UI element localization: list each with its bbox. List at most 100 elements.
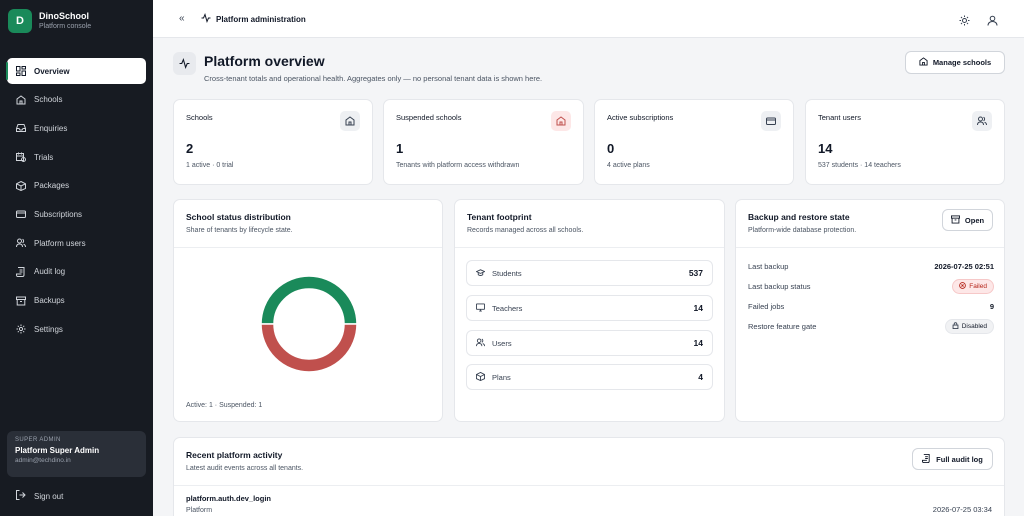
last-backup-value: 2026-07-25 02:51 — [934, 261, 994, 271]
sidebar-item-label: Schools — [34, 95, 63, 105]
footprint-row-teachers: Teachers 14 — [466, 295, 713, 321]
sidebar-item-label: Enquiries — [34, 123, 68, 133]
panel-title: Backup and restore state — [748, 212, 850, 222]
backup-restore-panel: Backup and restore state Platform-wide d… — [735, 199, 1005, 422]
archive-icon — [950, 214, 960, 226]
manage-schools-button[interactable]: Manage schools — [905, 51, 1005, 74]
open-label: Open — [964, 215, 985, 225]
activity-event-name[interactable]: platform.auth.dev_login — [186, 494, 272, 503]
scroll-icon — [16, 266, 26, 277]
school-warning-icon — [551, 111, 571, 131]
panel-subtitle: Latest audit events across all tenants. — [186, 465, 304, 472]
calendar-clock-icon — [16, 152, 26, 163]
sidebar-item-packages[interactable]: Packages — [7, 173, 146, 199]
footprint-row-users: Users 14 — [466, 330, 713, 356]
x-circle-icon — [959, 281, 967, 291]
footprint-label: Users — [492, 338, 512, 348]
sidebar-item-subscriptions[interactable]: Subscriptions — [7, 201, 146, 227]
gear-icon — [16, 324, 26, 334]
user-icon[interactable] — [987, 13, 998, 26]
stat-subtext: 4 active plans — [607, 162, 650, 169]
users-icon — [16, 238, 26, 248]
divider — [174, 485, 1004, 486]
users-icon — [972, 111, 992, 131]
breadcrumb-label: Platform administration — [216, 14, 306, 24]
panel-title: Recent platform activity — [186, 450, 283, 460]
stat-value: 1 — [396, 141, 404, 156]
sidebar-item-enquiries[interactable]: Enquiries — [7, 115, 146, 141]
sidebar-item-label: Overview — [34, 66, 70, 76]
footprint-label: Students — [492, 268, 522, 278]
stat-label: Tenant users — [818, 113, 861, 122]
footprint-row-plans: Plans 4 — [466, 364, 713, 390]
archive-icon — [16, 296, 26, 306]
lock-icon — [952, 321, 959, 331]
sidebar-item-schools[interactable]: Schools — [7, 87, 146, 113]
breadcrumb: Platform administration — [201, 13, 306, 25]
last-backup-status-row: Last backup status Failed — [748, 278, 994, 294]
sidebar-item-backups[interactable]: Backups — [7, 288, 146, 314]
sign-out-label: Sign out — [34, 491, 64, 501]
sidebar-item-label: Platform users — [34, 238, 86, 248]
stat-subtext: 537 students · 14 teachers — [818, 162, 901, 169]
stat-card-active-subscriptions: Active subscriptions 0 4 active plans — [594, 99, 794, 185]
panel-title: Tenant footprint — [467, 212, 532, 222]
theme-toggle-icon[interactable] — [959, 13, 970, 26]
open-backups-button[interactable]: Open — [942, 209, 993, 231]
sidebar-item-trials[interactable]: Trials — [7, 144, 146, 170]
restore-gate-row: Restore feature gate Disabled — [748, 318, 994, 334]
stat-label: Suspended schools — [396, 113, 462, 122]
sidebar-item-overview[interactable]: Overview — [6, 58, 146, 84]
admin-name: Platform Super Admin — [15, 446, 100, 455]
full-audit-log-button[interactable]: Full audit log — [912, 448, 993, 470]
distribution-legend: Active: 1 · Suspended: 1 — [186, 402, 263, 409]
sidebar-item-platform-users[interactable]: Platform users — [7, 230, 146, 256]
collapse-sidebar-button[interactable]: « — [179, 13, 185, 24]
stat-subtext: Tenants with platform access withdrawn — [396, 162, 520, 169]
failed-jobs-value: 9 — [989, 301, 994, 311]
full-audit-log-label: Full audit log — [936, 454, 983, 464]
sidebar-item-label: Audit log — [34, 267, 66, 277]
stat-label: Active subscriptions — [607, 113, 674, 122]
school-icon — [919, 57, 928, 68]
sidebar-item-label: Settings — [34, 324, 63, 334]
tenant-footprint-panel: Tenant footprint Records managed across … — [454, 199, 725, 422]
sidebar-item-audit-log[interactable]: Audit log — [7, 259, 146, 285]
sidebar-item-label: Subscriptions — [34, 209, 83, 219]
page-subtitle: Cross-tenant totals and operational heal… — [204, 74, 543, 83]
stat-card-tenant-users: Tenant users 14 537 students · 14 teache… — [805, 99, 1005, 185]
panel-subtitle: Records managed across all schools. — [467, 227, 584, 234]
sidebar-item-label: Backups — [34, 296, 65, 305]
failed-jobs-row: Failed jobs 9 — [748, 299, 994, 313]
brand[interactable]: D DinoSchool Platform console — [8, 9, 91, 33]
admin-card[interactable]: SUPER ADMIN Platform Super Admin admin@t… — [7, 431, 146, 477]
stat-label: Schools — [186, 113, 213, 122]
sidebar: D DinoSchool Platform console Overview S… — [0, 0, 153, 516]
admin-email: admin@techdino.in — [15, 457, 71, 464]
school-status-distribution-panel: School status distribution Share of tena… — [173, 199, 443, 422]
sidebar-item-settings[interactable]: Settings — [7, 316, 146, 342]
package-icon — [476, 372, 486, 382]
divider — [736, 247, 1004, 248]
school-icon — [16, 95, 26, 105]
sign-out-icon — [16, 490, 26, 502]
donut-slice-active — [260, 275, 358, 325]
stat-value: 2 — [186, 141, 194, 156]
brand-logo: D — [8, 9, 32, 33]
panel-subtitle: Platform-wide database protection. — [748, 227, 857, 234]
sign-out-button[interactable]: Sign out — [16, 490, 63, 502]
divider — [455, 247, 724, 248]
recent-activity-panel: Recent platform activity Latest audit ev… — [173, 437, 1005, 516]
footprint-value: 537 — [688, 268, 703, 278]
gate-badge-label: Disabled — [961, 322, 987, 330]
footprint-value: 14 — [693, 338, 703, 348]
manage-schools-label: Manage schools — [932, 58, 992, 67]
scroll-icon — [922, 453, 931, 465]
activity-event-time: 2026-07-25 03:34 — [932, 505, 992, 514]
sidebar-nav: Overview Schools Enquiries Trials Packag… — [6, 58, 146, 345]
panel-title: School status distribution — [186, 212, 291, 222]
kv-label: Last backup — [748, 261, 789, 271]
stat-value: 14 — [818, 141, 833, 156]
footprint-label: Plans — [492, 372, 511, 382]
footprint-value: 4 — [698, 372, 703, 382]
